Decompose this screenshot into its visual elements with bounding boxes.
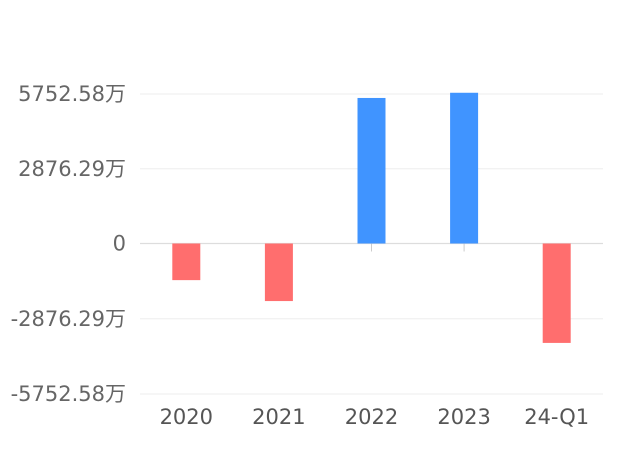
x-tick-label: 2023 bbox=[437, 405, 490, 429]
x-axis-tick-labels: 2020 2021 2022 2023 24-Q1 bbox=[160, 405, 590, 429]
bar-2020 bbox=[172, 243, 201, 281]
bar-24-Q1 bbox=[542, 243, 571, 343]
y-tick-label: -2876.29万 bbox=[11, 307, 126, 331]
y-tick-label: 0 bbox=[113, 232, 126, 256]
x-tick-label: 2021 bbox=[252, 405, 305, 429]
bar-2021 bbox=[264, 243, 293, 302]
y-tick-label: 2876.29万 bbox=[18, 157, 126, 181]
bar-2022 bbox=[357, 97, 386, 244]
x-tick-label: 2022 bbox=[345, 405, 398, 429]
y-tick-label: 5752.58万 bbox=[18, 82, 126, 106]
bar-2023 bbox=[450, 92, 479, 244]
y-tick-label: -5752.58万 bbox=[11, 382, 126, 406]
x-tick-label: 24-Q1 bbox=[524, 405, 589, 429]
bars bbox=[172, 92, 571, 343]
x-tick-label: 2020 bbox=[160, 405, 213, 429]
y-axis-tick-labels: 5752.58万 2876.29万 0 -2876.29万 -5752.58万 bbox=[11, 82, 126, 406]
